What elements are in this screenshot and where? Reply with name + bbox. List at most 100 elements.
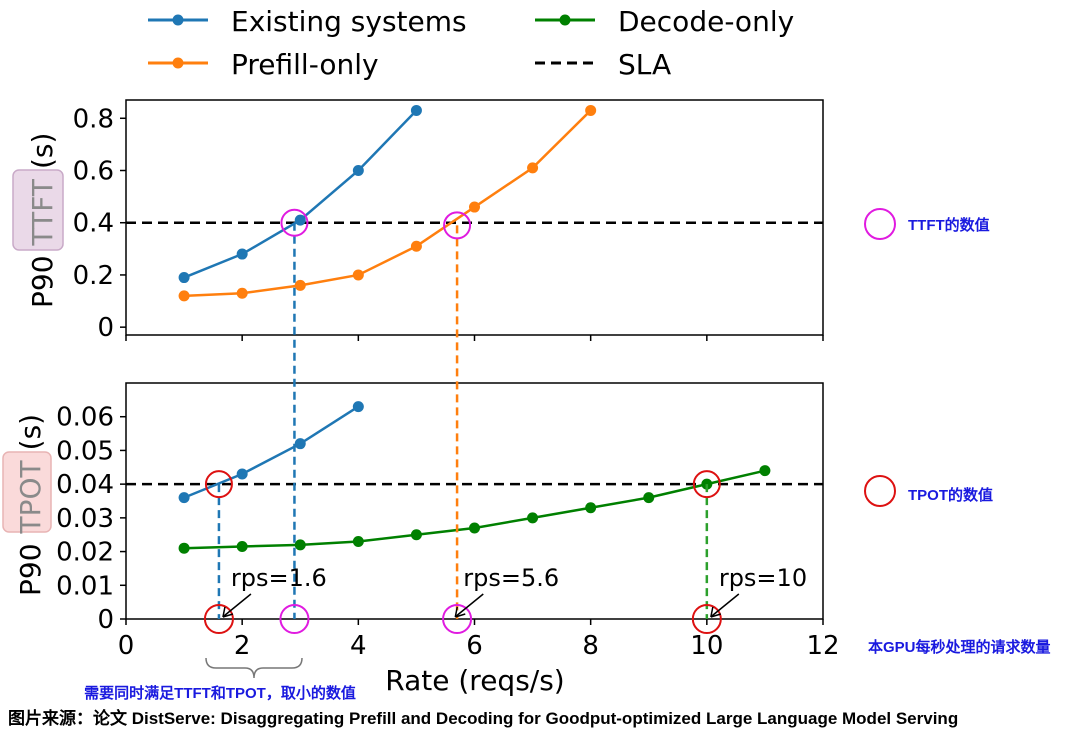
ttft-point-prefill-only [469,201,480,213]
tpot-point-decode-only [410,529,422,541]
ttft-ytick-label: 0.2 [73,261,114,291]
tpot-point-decode-only [585,502,597,514]
ttft-point-existing-systems [236,248,248,260]
tpot-point-existing-systems [352,401,364,413]
tpot-point-decode-only [759,465,771,477]
tpot-ylabel-metric: TPOT [14,459,47,534]
tpot-point-decode-only [178,542,190,554]
brace-note: 需要同时满足TTFT和TPOT，取小的数值 [84,684,356,702]
rps-arrow-shaft [223,593,252,617]
tpot-panel: 00.010.020.030.040.050.060 2 4 6 8 10 12 [56,382,840,661]
ttft-ylabel: P90 TTFT (s) [26,133,59,308]
axis-crossing-circle [279,604,310,634]
rps-arrow-head [222,606,234,618]
ttft-point-existing-systems [294,214,306,226]
tpot-ytick-label: 0.06 [56,403,114,433]
tpot-legend-circle-icon [864,475,896,507]
tpot-ylabel-unit: (s) [14,414,47,450]
legend-item-sla: SLA [535,48,671,81]
ttft-ylabel-unit: (s) [26,133,59,169]
legend-label: Prefill-only [231,48,379,81]
tpot-point-existing-systems [294,438,306,450]
rps-label: rps=5.6 [463,564,559,592]
ttft-legend-circle-icon [864,208,896,240]
tpot-crossing-circle [204,470,233,499]
tpot-point-decode-only [352,535,364,547]
axis-crossing-circle [691,604,722,634]
tpot-highlight-box [2,451,52,533]
tpot-xtick-label: 2 [234,631,251,661]
rps-arrow-shaft [711,593,740,617]
legend-swatch-marker [172,14,184,26]
legend-swatch-marker [172,57,184,69]
ttft-panel: 0 0.2 0.4 0.6 0.8 [73,99,824,343]
legend-label: SLA [618,48,671,81]
legend-item-decode-only: Decode-only [535,5,794,38]
tpot-xtick-label: 4 [350,631,367,661]
tpot-ytick-label: 0.02 [56,538,114,568]
legend-item-prefill-only: Prefill-only [148,48,379,81]
tpot-point-existing-systems [178,492,190,504]
tpot-ylabel-prefix: P90 [14,543,47,596]
tpot-xtick-label: 0 [118,631,135,661]
tpot-ytick-label: 0.04 [56,470,114,500]
rps-label: rps=1.6 [231,564,327,592]
x-axis-label: Rate (reqs/s) [385,664,564,697]
tpot-ytick-label: 0.03 [56,504,114,534]
ttft-point-prefill-only [178,290,190,302]
rps-arrow-head [710,606,722,618]
ttft-point-prefill-only [585,104,597,116]
tpot-point-decode-only [294,539,306,551]
tpot-crossing-circle [692,470,721,499]
ttft-point-prefill-only [527,162,539,174]
ttft-ylabel-metric: TTFT [26,178,59,246]
tpot-ytick-label: 0.05 [56,436,114,466]
ttft-ytick-label: 0.6 [73,157,114,187]
ttft-point-prefill-only [410,240,422,252]
tpot-note: TPOT的数值 [908,486,993,504]
tpot-xtick-label: 12 [806,631,839,661]
tpot-ylabel: P90 TPOT (s) [14,414,47,596]
tpot-point-decode-only [469,522,480,534]
ttft-ylabel-prefix: P90 [26,255,59,308]
ttft-point-existing-systems [352,165,364,176]
ttft-point-prefill-only [294,279,306,291]
legend-item-existing-systems: Existing systems [148,5,467,38]
tpot-point-existing-systems [236,468,248,480]
ttft-point-existing-systems [178,272,190,284]
source-caption: 图片来源：论文 DistServe: Disaggregating Prefil… [8,708,958,728]
tpot-series-line-decode-only [184,469,766,550]
tpot-ytick-label: 0.01 [56,571,114,601]
legend-swatch-marker [559,14,571,26]
tpot-point-decode-only [236,541,248,553]
legend-label: Decode-only [618,5,794,38]
ttft-ytick-label: 0.4 [73,209,114,239]
ttft-crossing-circle [443,211,472,240]
legend: Existing systems Decode-only Prefill-onl… [148,5,794,81]
ttft-series-line-existing-systems [183,109,418,279]
tpot-xtick-label: 6 [466,631,483,661]
ttft-point-prefill-only [236,287,248,299]
axis-crossing-circle [203,604,234,634]
tpot-ytick-label: 0 [97,605,114,635]
axis-crossing-circle [442,604,473,634]
ttft-series-line-prefill-only [184,109,592,298]
ttft-point-existing-systems [410,104,422,116]
tpot-point-decode-only [527,512,539,524]
tpot-point-decode-only [643,492,655,504]
tpot-xtick-label: 8 [582,631,599,661]
tpot-series-line-existing-systems [183,405,360,499]
ttft-plot-frame [125,99,824,336]
x-axis-note: 本GPU每秒处理的请求数量 [868,638,1051,656]
rps-label: rps=10 [719,564,807,592]
ttft-note: TTFT的数值 [908,216,990,234]
rps-arrow-head [454,606,466,618]
ttft-highlight-box [12,169,64,251]
tpot-xtick-label: 10 [690,631,723,661]
ttft-crossing-circle [280,208,309,237]
curly-brace [205,657,303,679]
rps-arrow-shaft [455,593,484,617]
legend-label: Existing systems [231,5,467,38]
ttft-ytick-label: 0.8 [73,104,114,134]
